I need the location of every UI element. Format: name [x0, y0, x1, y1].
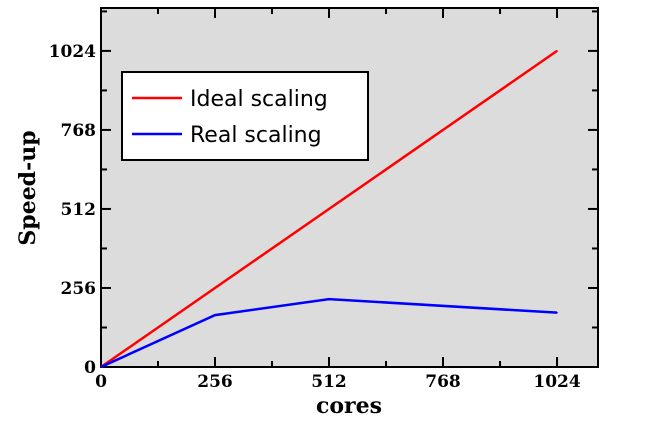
data-point [328, 298, 330, 300]
legend-box [121, 71, 369, 161]
x-tick-label: 1024 [533, 372, 580, 392]
x-tick-label: 768 [425, 372, 461, 392]
data-point [214, 314, 216, 316]
data-point [100, 366, 102, 368]
series-line-ideal-scaling [100, 49, 558, 369]
data-point [556, 50, 558, 52]
legend-label-real: Real scaling [190, 123, 322, 148]
x-tick-label: 512 [311, 372, 347, 392]
y-axis-label: Speed-up [15, 130, 41, 245]
x-tick-label: 256 [197, 372, 233, 392]
legend-label-ideal: Ideal scaling [190, 87, 328, 112]
y-tick-label: 1024 [49, 42, 96, 62]
series-line-real-scaling [100, 297, 558, 369]
legend: Ideal scaling Real scaling [121, 71, 369, 161]
y-tick-label: 768 [61, 121, 97, 141]
x-tick-label: 0 [95, 372, 107, 392]
data-point [556, 311, 558, 314]
y-tick-label: 256 [61, 279, 97, 299]
x-axis-label: cores [316, 393, 382, 419]
y-tick-label: 512 [61, 200, 97, 220]
plot-area [100, 7, 599, 368]
y-tick-label: 0 [84, 358, 96, 378]
